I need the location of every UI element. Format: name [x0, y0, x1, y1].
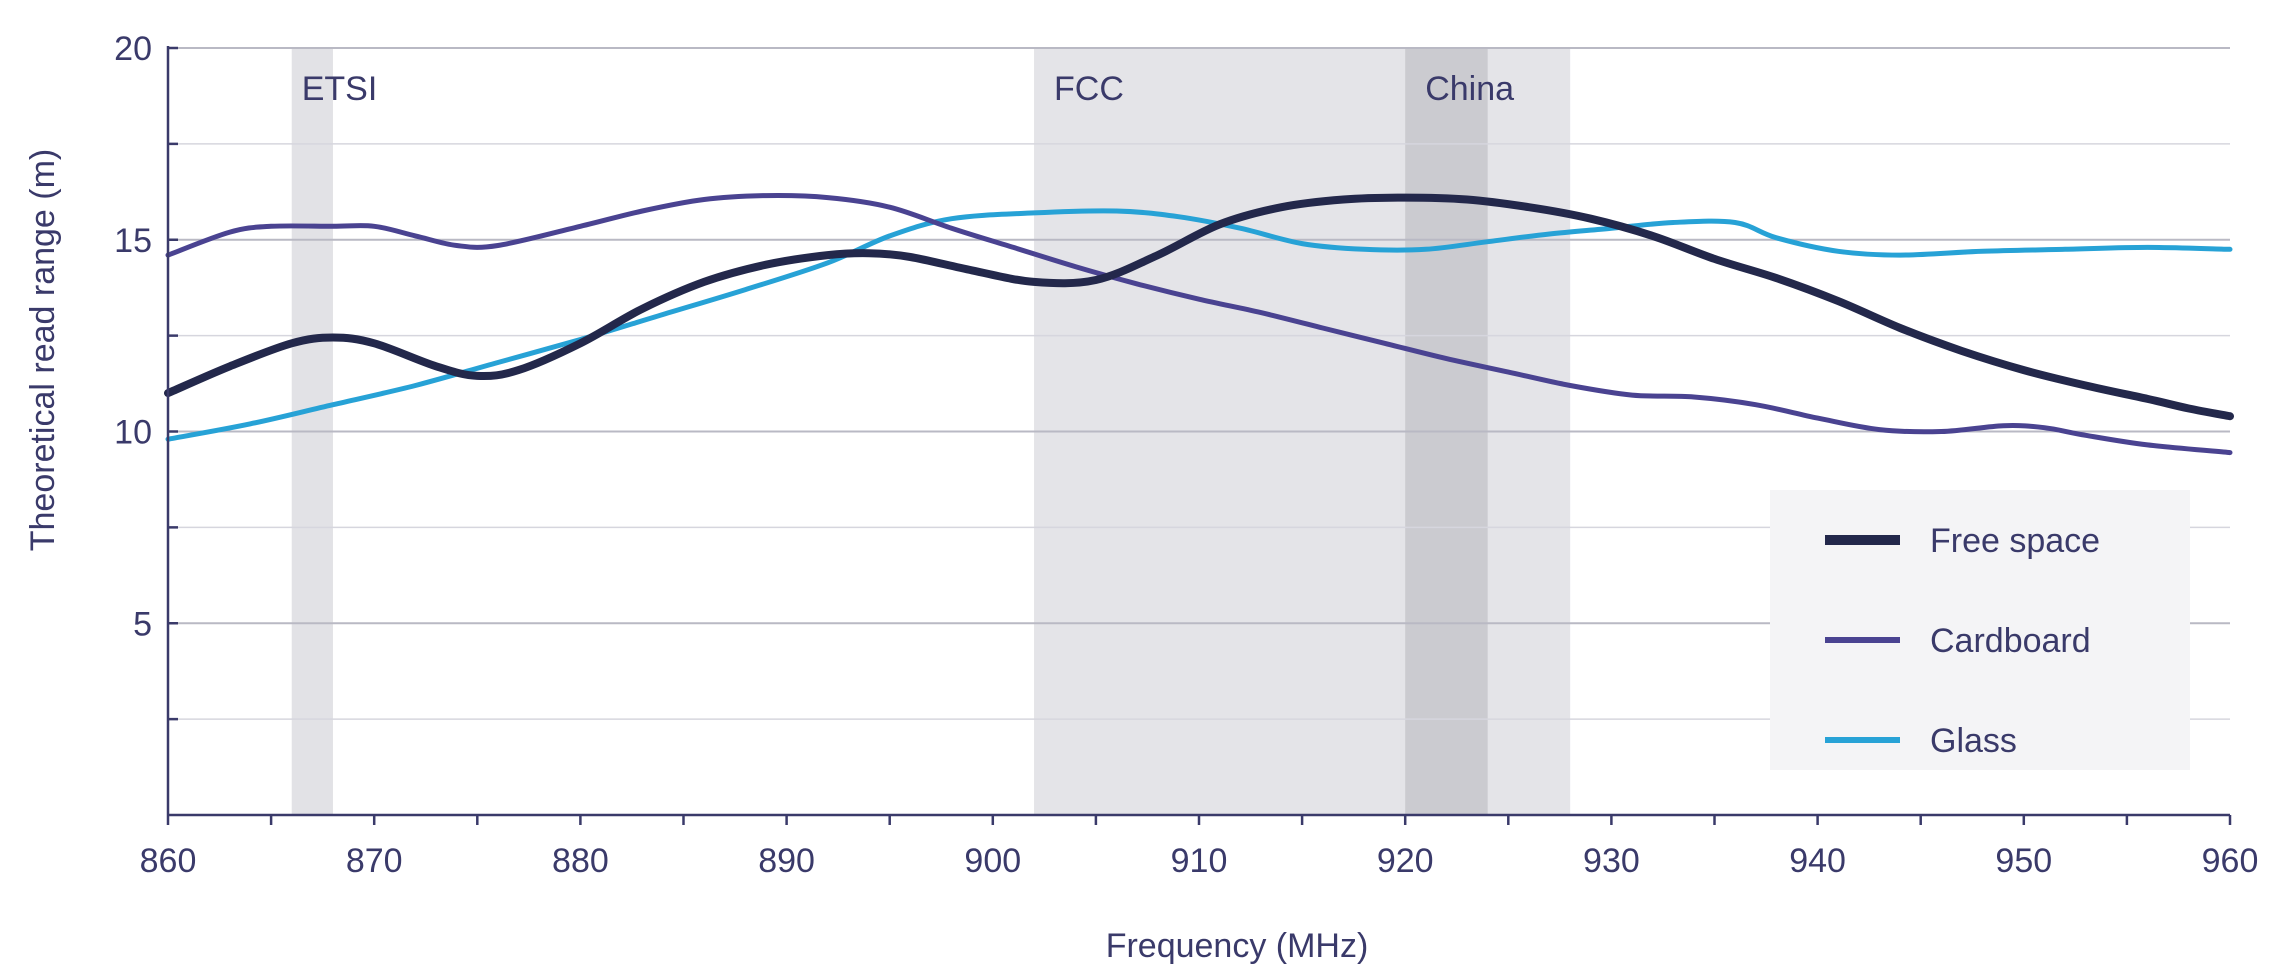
- band-label-china: China: [1425, 70, 1514, 108]
- x-tick-label: 940: [1789, 842, 1846, 880]
- x-tick-label: 930: [1583, 842, 1640, 880]
- x-tick-label: 890: [758, 842, 815, 880]
- y-tick-label: 5: [133, 605, 152, 643]
- legend-label-cardboard: Cardboard: [1930, 622, 2091, 660]
- x-tick-label: 950: [1995, 842, 2052, 880]
- x-tick-label: 960: [2202, 842, 2259, 880]
- y-axis-title: Theoretical read range (m): [24, 149, 62, 552]
- legend-label-glass: Glass: [1930, 722, 2017, 760]
- x-tick-label: 870: [346, 842, 403, 880]
- y-tick-label: 15: [114, 222, 152, 260]
- band-label-fcc: FCC: [1054, 70, 1124, 108]
- legend: Free space Cardboard Glass: [1770, 490, 2190, 770]
- series-line-free-space: [164, 193, 2234, 421]
- band-labels: ETSI FCC China: [302, 70, 1514, 108]
- legend-label-free-space: Free space: [1930, 522, 2100, 560]
- data-series: [164, 193, 2234, 456]
- x-tick-label: 910: [1171, 842, 1228, 880]
- x-tick-label: 880: [552, 842, 609, 880]
- x-axis-title: Frequency (MHz): [1106, 927, 1369, 965]
- series-line-glass: [165, 208, 2233, 442]
- y-tick-label: 20: [114, 30, 152, 68]
- axes: 860 870 880 890 900 910 920 930 940 950 960 5 10 15 20: [114, 30, 2258, 880]
- series-line-cardboard: [165, 193, 2233, 456]
- x-tick-label: 860: [140, 842, 197, 880]
- x-tick-label: 920: [1377, 842, 1434, 880]
- y-tick-label: 10: [114, 414, 152, 452]
- band-label-etsi: ETSI: [302, 70, 378, 108]
- x-tick-label: 900: [964, 842, 1021, 880]
